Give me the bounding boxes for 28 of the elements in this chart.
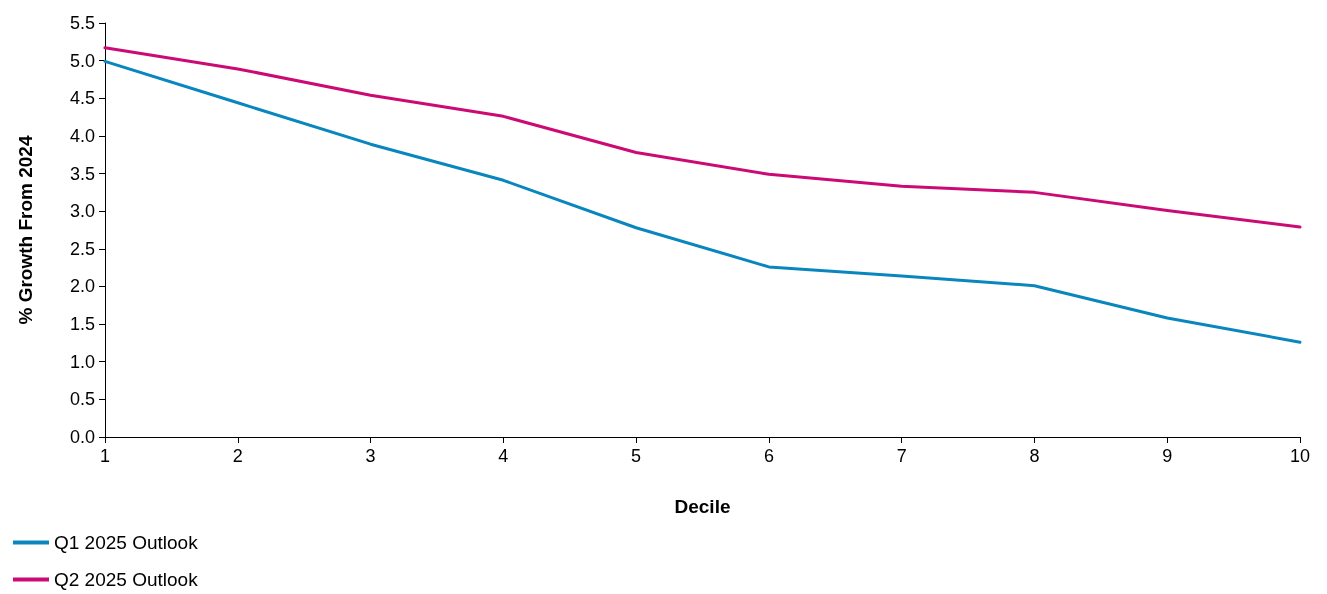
x-tick-label: 6 <box>763 446 774 466</box>
x-tick-label: 7 <box>896 446 907 466</box>
x-tick-label: 2 <box>232 446 243 466</box>
y-tick-label: 2.0 <box>69 276 95 297</box>
y-tick-label: 0.0 <box>69 427 95 447</box>
y-tick-label: 2.5 <box>69 238 95 259</box>
y-tick-label: 1.5 <box>69 314 95 335</box>
y-tick-label: 3.5 <box>69 163 95 184</box>
y-tick-label: 5.5 <box>69 13 95 33</box>
legend-label: Q1 2025 Outlook <box>54 532 199 553</box>
y-tick-label: 5.0 <box>69 50 95 71</box>
y-tick-label: 1.0 <box>69 351 95 372</box>
legend-label: Q2 2025 Outlook <box>54 569 199 590</box>
y-tick-label: 4.0 <box>69 125 95 146</box>
x-tick-label: 9 <box>1162 446 1173 466</box>
y-tick-label: 4.5 <box>69 88 95 109</box>
x-tick-label: 8 <box>1029 446 1040 466</box>
line-series <box>103 59 1302 344</box>
y-axis-title: % Growth From 2024 <box>15 135 36 325</box>
line-series <box>103 46 1302 229</box>
y-tick-label: 3.0 <box>69 201 95 222</box>
x-tick-label: 1 <box>99 446 111 466</box>
x-axis-title: Decile <box>674 496 731 517</box>
x-tick-label: 5 <box>631 446 642 466</box>
x-tick-label: 4 <box>498 446 509 466</box>
y-tick-label: 0.5 <box>69 389 95 410</box>
x-tick-label: 10 <box>1289 446 1311 466</box>
x-tick-label: 3 <box>365 446 376 466</box>
